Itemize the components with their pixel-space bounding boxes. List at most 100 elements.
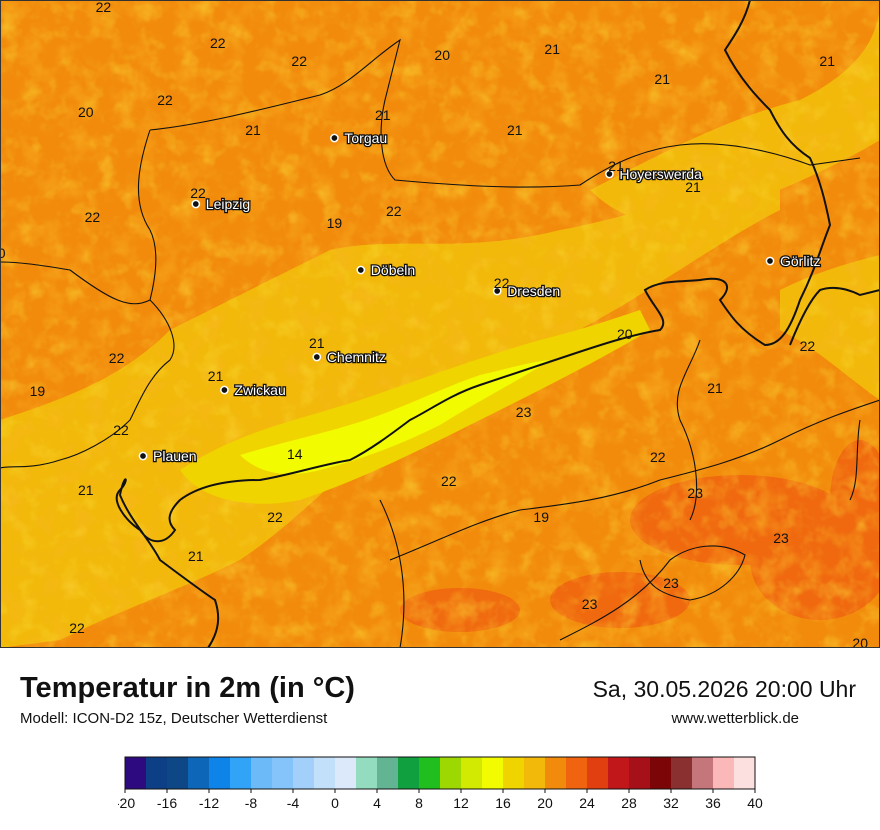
temperature-value: 22 [96, 0, 112, 15]
legend-swatch [566, 757, 588, 789]
temperature-value: 21 [544, 41, 560, 57]
temperature-value: 21 [309, 335, 325, 351]
legend-tick-label: 32 [663, 795, 679, 811]
temperature-value: 22 [650, 449, 666, 465]
legend-tick-label: -20 [118, 795, 135, 811]
legend-tick-label: 36 [705, 795, 721, 811]
legend-swatch [587, 757, 609, 789]
temperature-value: 21 [245, 122, 261, 138]
city-label: Plauen [153, 448, 197, 464]
legend-swatch [146, 757, 168, 789]
temperature-value: 22 [494, 275, 510, 291]
temperature-value: 20 [434, 47, 450, 63]
map-title: Temperatur in 2m (in °C) [20, 672, 355, 704]
city-label: Döbeln [371, 262, 415, 278]
legend-swatch [272, 757, 294, 789]
temperature-map: Torgau Hoyerswerda Leipzig Görlitz Döbeln Dre… [0, 0, 880, 648]
legend-swatch [545, 757, 567, 789]
legend-swatch [209, 757, 231, 789]
city-label: Dresden [507, 283, 560, 299]
temperature-value: 22 [113, 422, 129, 438]
temperature-value: 22 [190, 185, 206, 201]
temperature-value: 14 [287, 446, 303, 462]
city-dot [220, 385, 229, 395]
valid-datetime: Sa, 30.05.2026 20:00 Uhr [592, 676, 856, 702]
state-borders [0, 38, 880, 648]
city-label: Leipzig [206, 196, 250, 212]
temperature-value: 19 [30, 383, 46, 399]
temperature-value: 20 [852, 635, 868, 648]
temperature-value: 21 [685, 179, 701, 195]
city-label: Chemnitz [327, 349, 386, 365]
temperature-value: 22 [210, 35, 226, 51]
temperature-value: 22 [85, 209, 101, 225]
legend-tick-label: 12 [453, 795, 469, 811]
legend-tick-label: 20 [537, 795, 553, 811]
country-border [115, 0, 880, 648]
temperature-value: 21 [208, 368, 224, 384]
legend-swatch [482, 757, 504, 789]
temperature-value: 20 [0, 245, 6, 261]
value-labels: 22 22 22 20 21 21 21 20 22 21 21 21 21 21 22 22 19 22 20 22… [0, 0, 868, 648]
temperature-value: 20 [617, 326, 633, 342]
legend-swatch [293, 757, 315, 789]
legend-tick-label: 0 [331, 795, 339, 811]
legend-swatch [335, 757, 357, 789]
legend-swatch [461, 757, 483, 789]
legend-tick-label: 28 [621, 795, 637, 811]
legend-frame [124, 756, 756, 790]
legend-swatch [629, 757, 651, 789]
city-dot [356, 265, 366, 275]
legend-swatch [377, 757, 399, 789]
legend-swatch [230, 757, 252, 789]
legend-swatch [251, 757, 273, 789]
legend-swatch [671, 757, 693, 789]
temperature-value: 21 [375, 107, 391, 123]
temperature-value: 22 [267, 509, 283, 525]
city-label: Görlitz [780, 253, 820, 269]
city-dot [312, 352, 322, 362]
color-scale-legend: -20 -16 -12 -8 -4 0 4 8 12 16 20 24 28 32 36 40 [118, 756, 763, 811]
legend-swatch [608, 757, 630, 789]
city-label: Zwickau [234, 382, 285, 398]
legend-swatch [188, 757, 210, 789]
city-dot [492, 286, 502, 296]
legend-tick-label: -16 [157, 795, 177, 811]
legend-swatch [314, 757, 336, 789]
temperature-value: 21 [608, 158, 624, 174]
temperature-value: 22 [800, 338, 816, 354]
legend-swatch [692, 757, 714, 789]
legend-swatch [125, 757, 147, 789]
legend-tick-label: 24 [579, 795, 595, 811]
city-dot [605, 169, 614, 179]
city-label: Hoyerswerda [619, 166, 702, 182]
legend-swatch [356, 757, 378, 789]
legend-swatch [713, 757, 735, 789]
temperature-value: 22 [441, 473, 457, 489]
legend-swatch [524, 757, 546, 789]
legend-swatch [440, 757, 462, 789]
temperature-value: 22 [69, 620, 85, 636]
model-source: Modell: ICON-D2 15z, Deutscher Wetterdie… [20, 710, 328, 727]
temperature-value: 23 [663, 575, 679, 591]
city-dot [330, 133, 339, 143]
temperature-value: 23 [773, 530, 789, 546]
legend-tick-label: 16 [495, 795, 511, 811]
legend-tick-label: 4 [373, 795, 381, 811]
legend-swatch [503, 757, 525, 789]
temperature-value: 19 [533, 509, 549, 525]
website-link[interactable]: www.wetterblick.de [671, 710, 799, 727]
temperature-value: 22 [386, 203, 402, 219]
temperature-value: 23 [582, 596, 598, 612]
city-markers: Torgau Hoyerswerda Leipzig Görlitz Döbeln Dre… [138, 129, 822, 465]
temperature-value: 22 [291, 53, 307, 69]
legend-swatch [650, 757, 672, 789]
city-dot [765, 256, 775, 266]
temperature-value: 22 [109, 350, 125, 366]
temperature-value: 21 [707, 380, 723, 396]
legend-tick-label: -8 [245, 795, 258, 811]
temperature-value: 21 [819, 53, 835, 69]
legend-swatch [167, 757, 189, 789]
legend-swatch [419, 757, 441, 789]
legend-tick-label: -4 [287, 795, 300, 811]
